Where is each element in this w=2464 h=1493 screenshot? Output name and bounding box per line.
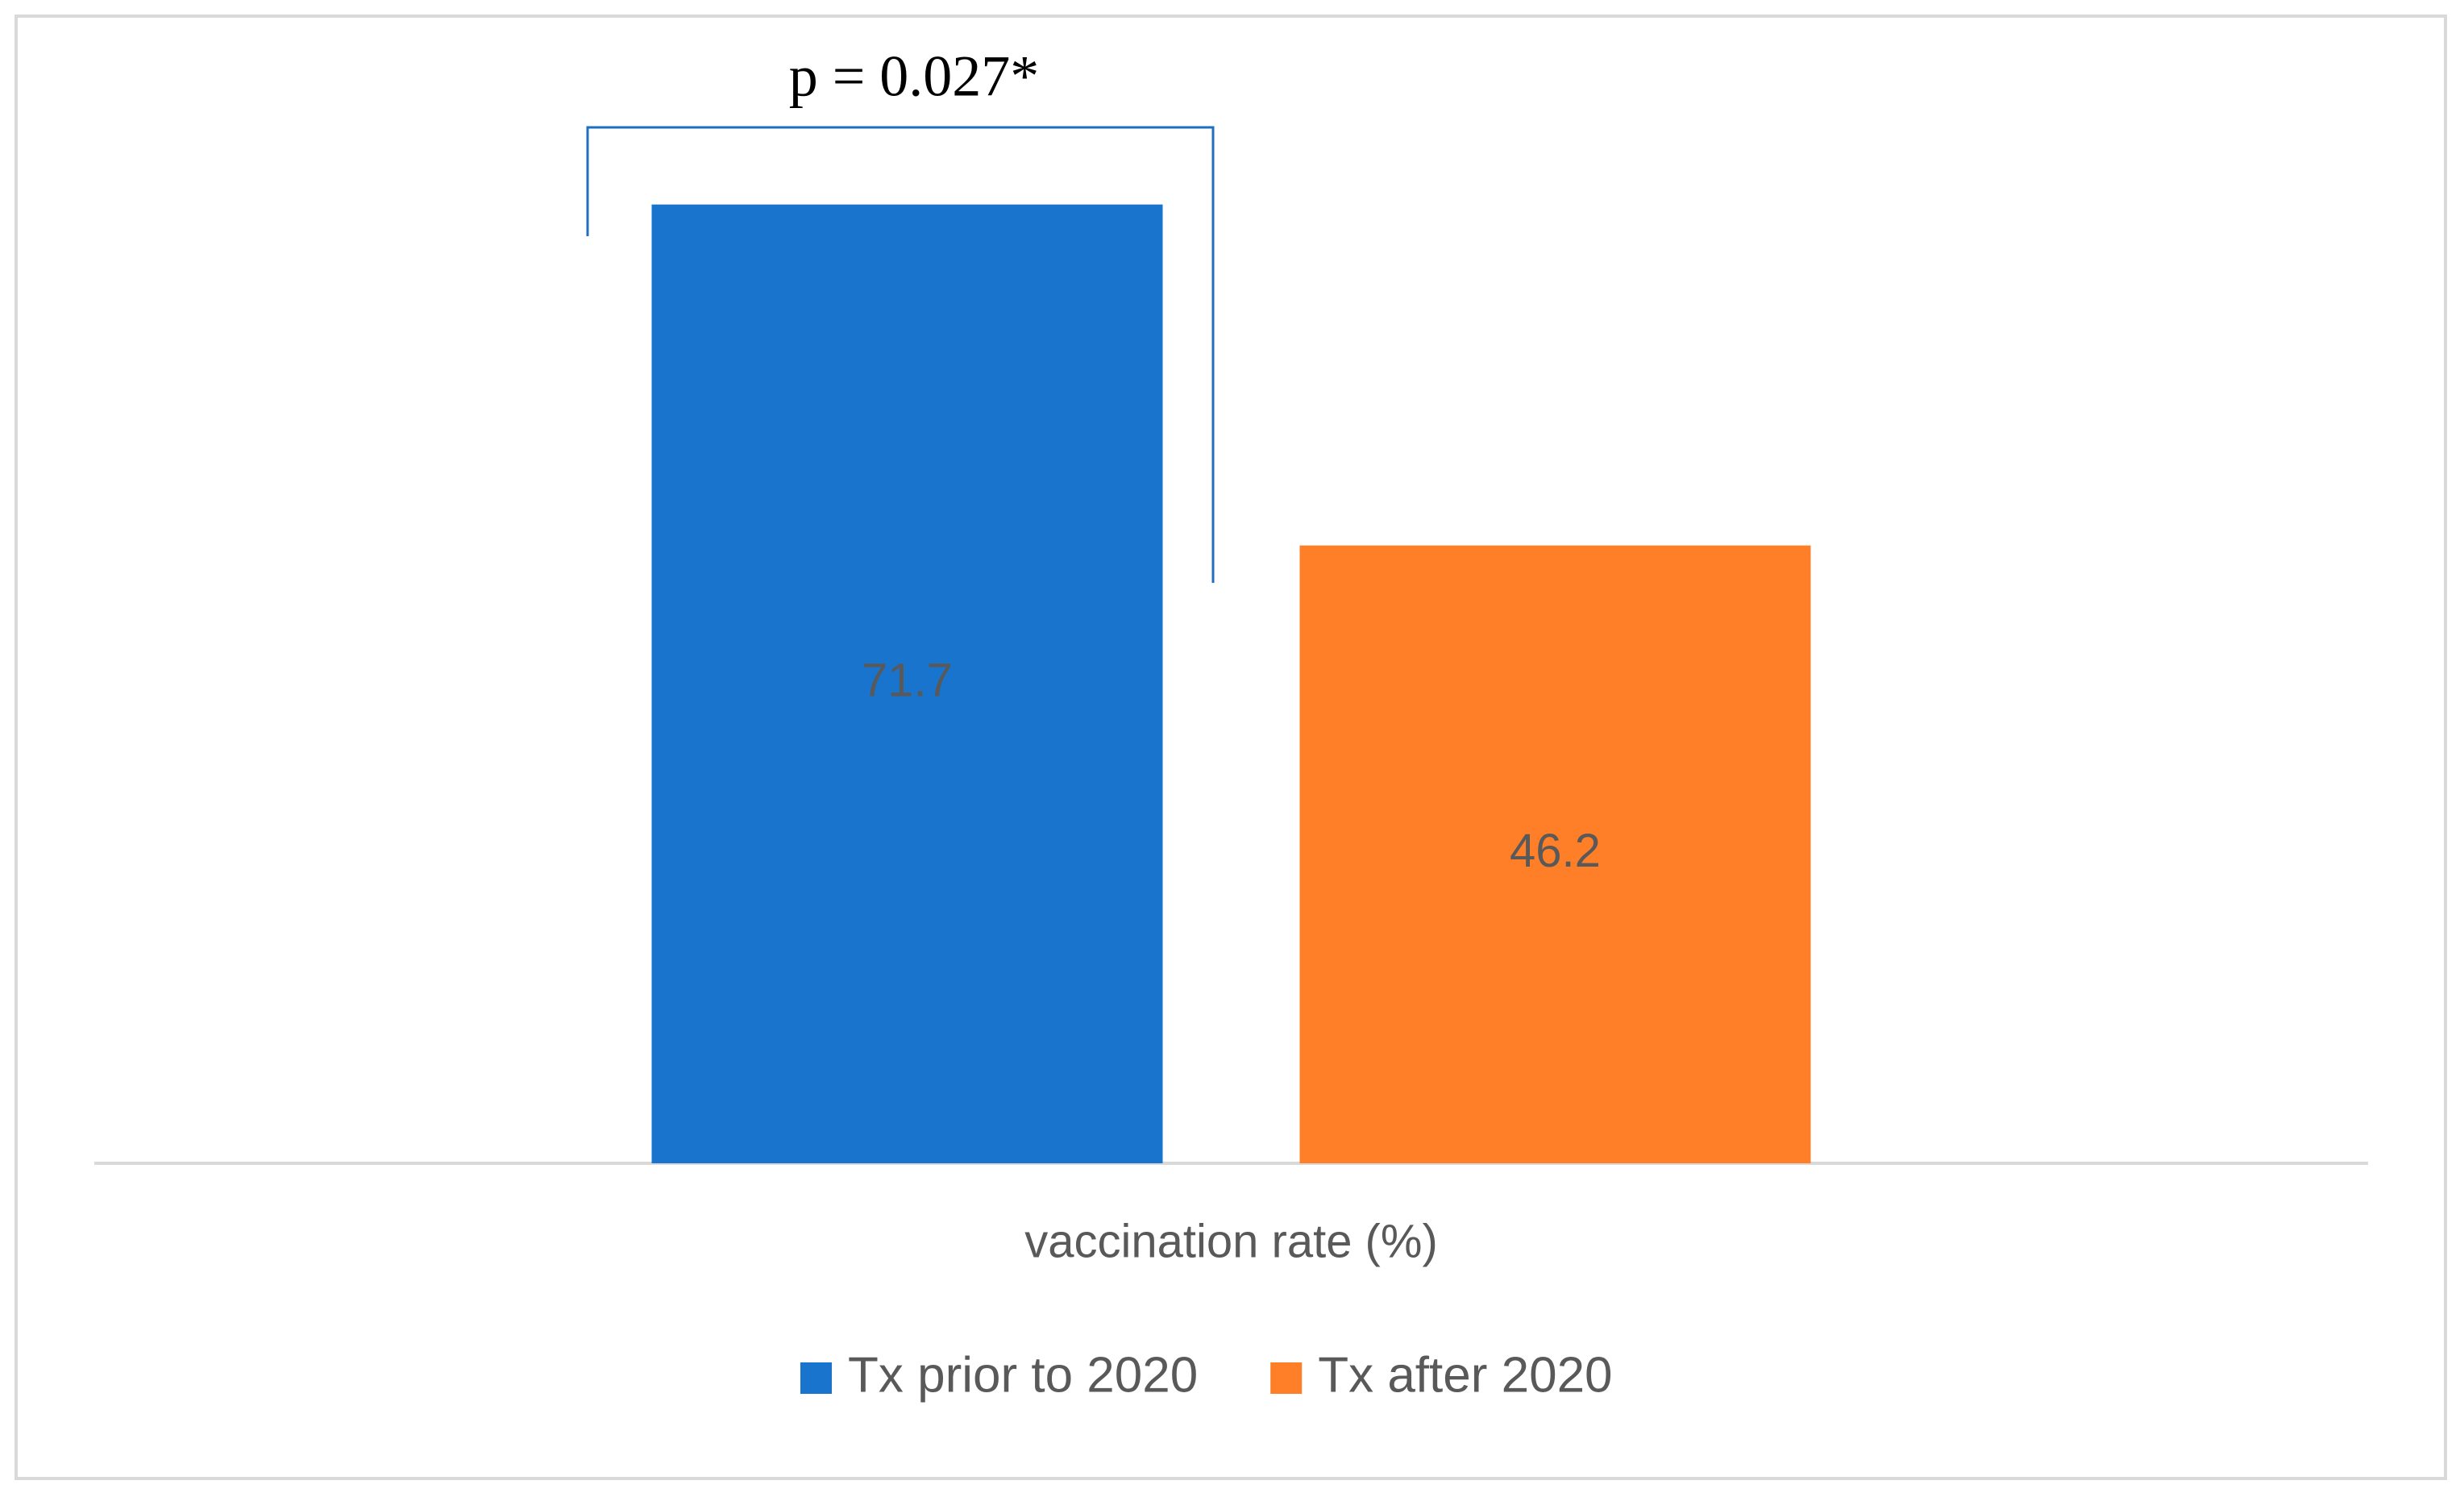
- bar: [651, 204, 1163, 1163]
- legend-swatch: [800, 1362, 832, 1394]
- value-label: 71.7: [862, 655, 953, 707]
- legend-label: Tx after 2020: [1318, 1347, 1612, 1403]
- value-label: 46.2: [1510, 825, 1601, 877]
- x-axis-label: vaccination rate (%): [1024, 1215, 1438, 1267]
- chart-border: [15, 15, 2447, 1480]
- significance-bracket: [586, 126, 1215, 583]
- bar: [1299, 545, 1811, 1163]
- legend-label: Tx prior to 2020: [848, 1347, 1198, 1403]
- p-value-annotation: p = 0.027*: [789, 44, 1040, 109]
- legend-swatch: [1270, 1362, 1303, 1394]
